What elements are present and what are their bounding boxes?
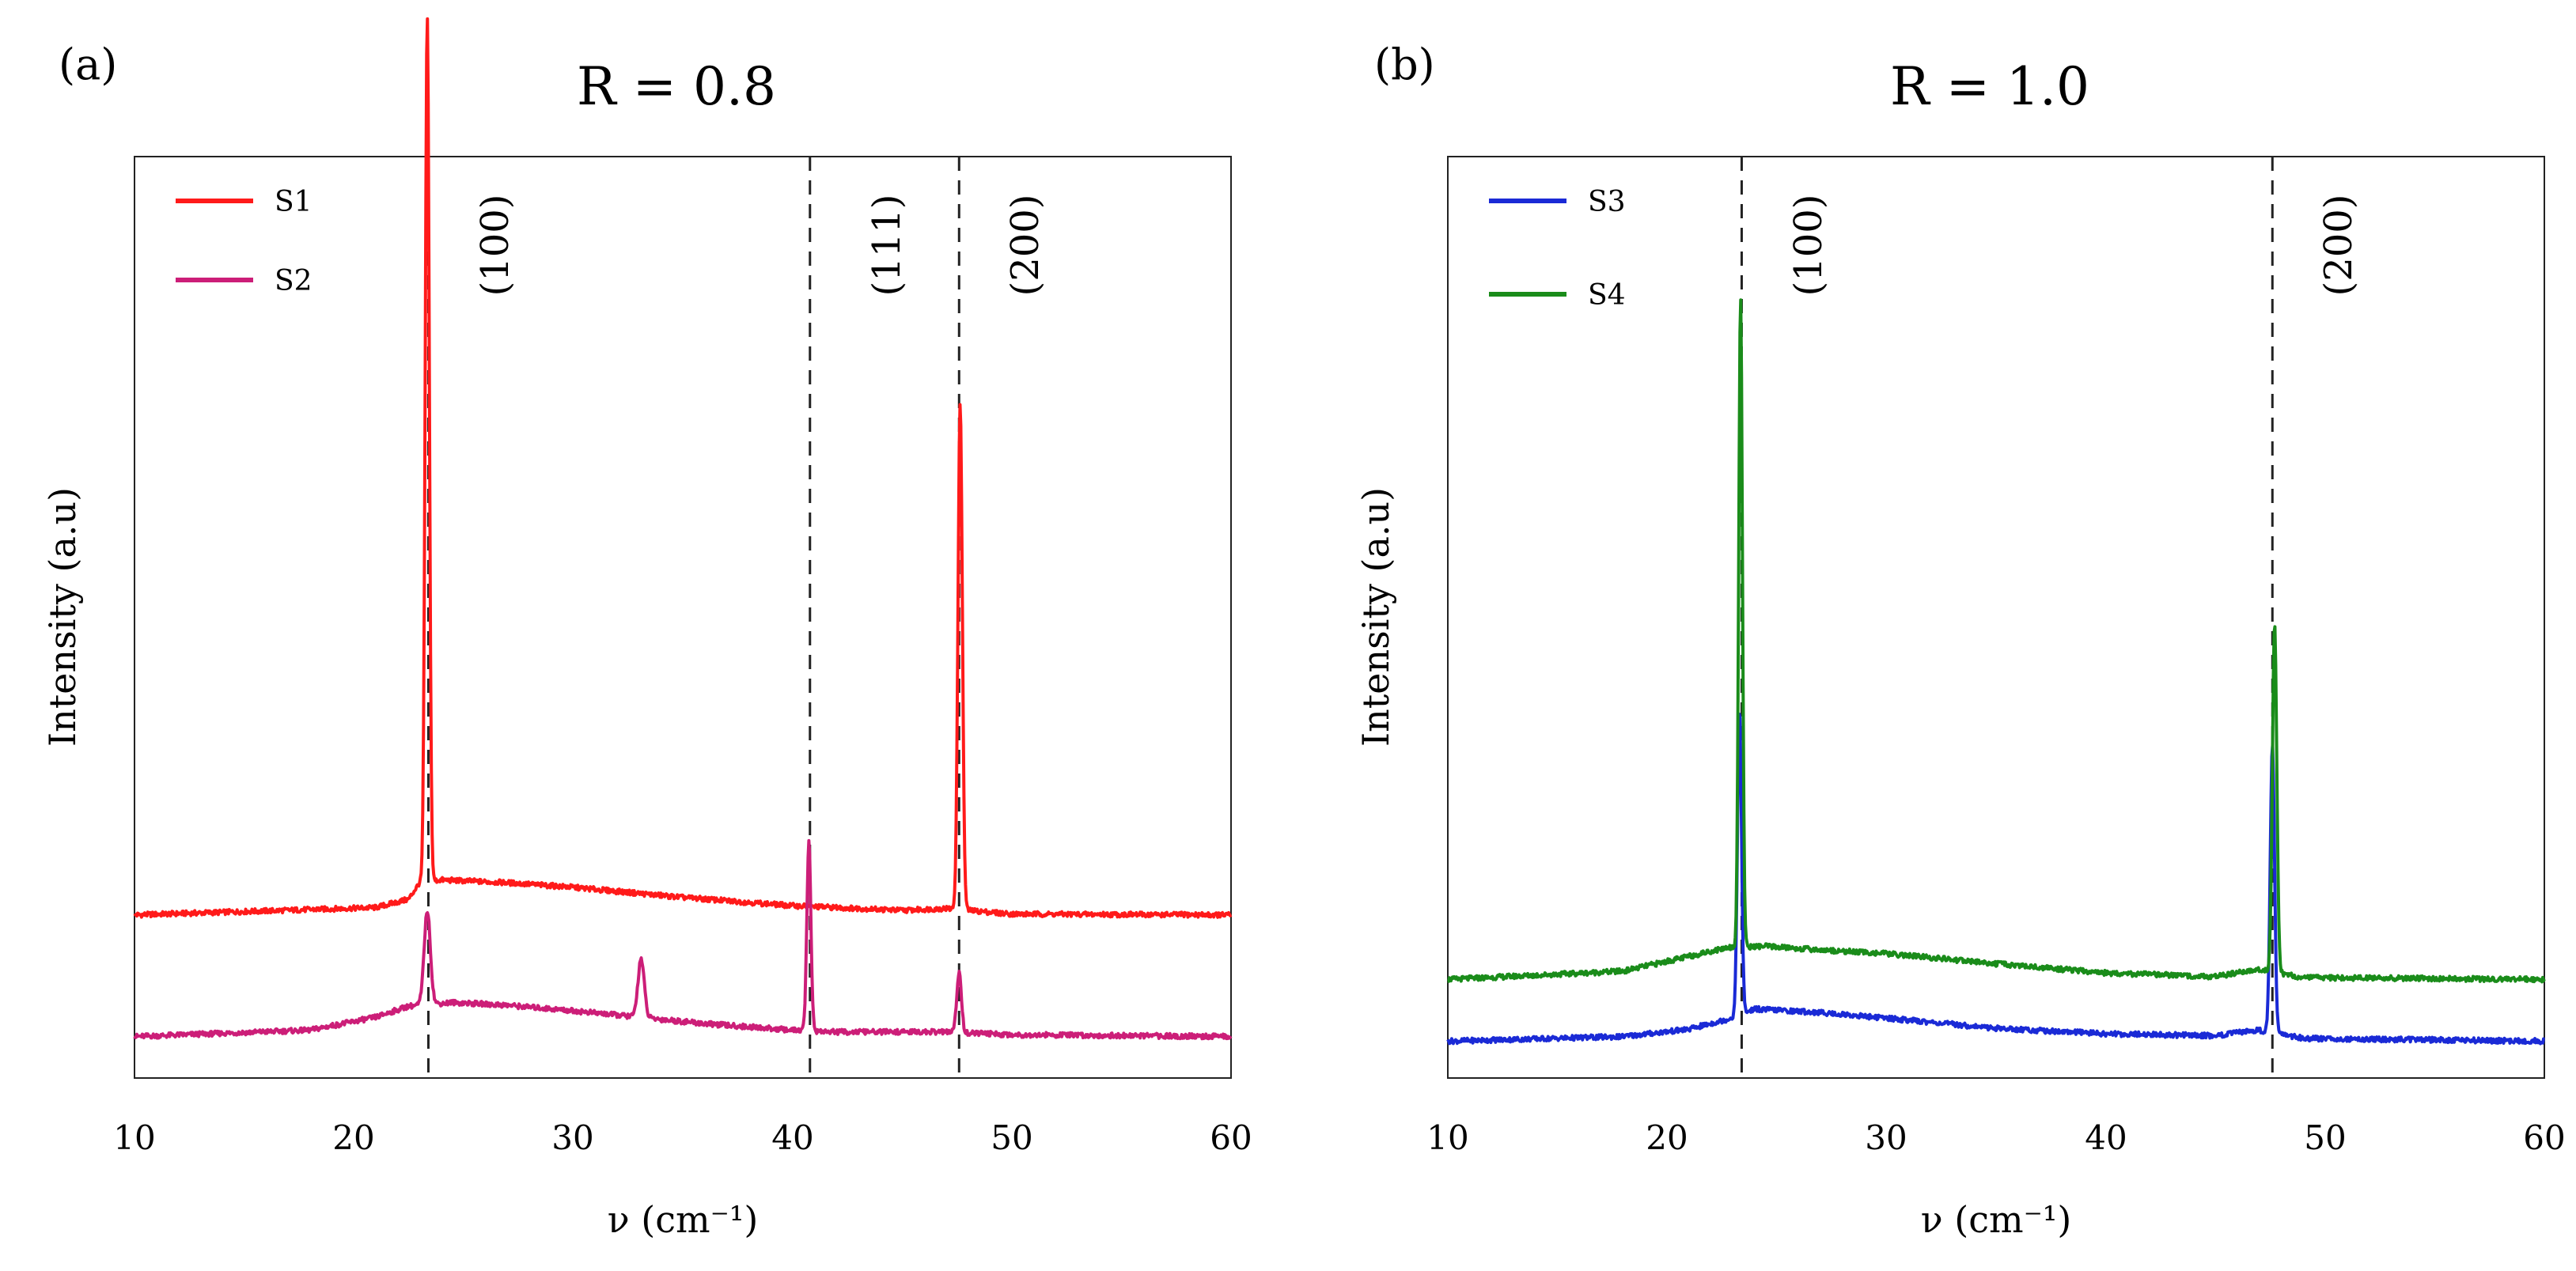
panel-b-plot-frame (1447, 156, 2545, 1079)
panel-a-peak-label-100: (100) (473, 194, 517, 296)
x-tick-label: 20 (1646, 1118, 1688, 1157)
panel-a-peak-label-200: (200) (1003, 194, 1047, 296)
legend-label-s1: S1 (275, 186, 313, 218)
panel-b-y-axis-label: Intensity (a.u) (1354, 487, 1397, 747)
x-tick-label: 60 (1210, 1118, 1252, 1157)
panel-b-label: (b) (1374, 40, 1435, 89)
panel-a-peak-label-111: (111) (865, 194, 909, 296)
panel-a: (a) R = 0.8 (100) (111) (200) S1 S2 10 2… (41, 17, 1252, 1241)
panel-a-title: R = 0.8 (577, 56, 776, 117)
x-tick-label: 60 (2523, 1118, 2565, 1157)
panel-b-peak-label-200: (200) (2317, 194, 2361, 296)
legend-label-s3: S3 (1588, 186, 1626, 218)
panel-b-title: R = 1.0 (1890, 56, 2089, 117)
panel-a-x-tick-labels: 10 20 30 40 50 60 (113, 1118, 1252, 1157)
panel-b: (b) R = 1.0 (100) (200) S3 S4 10 20 30 4… (1354, 40, 2566, 1241)
panel-b-x-axis-label: ν (cm⁻¹) (1921, 1198, 2072, 1241)
panel-a-label: (a) (59, 40, 117, 89)
series-line-s4 (1446, 298, 2546, 984)
panel-b-legend: S3 S4 (1489, 186, 1626, 312)
series-line-s1 (133, 17, 1233, 919)
x-tick-label: 10 (1426, 1118, 1468, 1157)
x-tick-label: 50 (2304, 1118, 2346, 1157)
panel-a-plot-frame (134, 156, 1232, 1079)
x-tick-label: 10 (113, 1118, 155, 1157)
panel-a-x-axis-label: ν (cm⁻¹) (608, 1198, 759, 1241)
x-tick-label: 50 (991, 1118, 1032, 1157)
panel-a-y-axis-label: Intensity (a.u) (41, 487, 84, 747)
x-tick-label: 30 (551, 1118, 593, 1157)
x-tick-label: 20 (332, 1118, 374, 1157)
x-tick-label: 40 (2085, 1118, 2127, 1157)
series-line-s3 (1446, 712, 2546, 1046)
panel-a-series (133, 17, 1233, 1041)
panel-b-x-tick-labels: 10 20 30 40 50 60 (1426, 1118, 2565, 1157)
x-tick-label: 40 (771, 1118, 813, 1157)
legend-label-s2: S2 (275, 265, 313, 297)
series-line-s2 (133, 838, 1233, 1041)
legend-label-s4: S4 (1588, 279, 1626, 312)
panel-a-legend: S1 S2 (176, 186, 313, 297)
panel-b-series (1446, 298, 2546, 1046)
x-tick-label: 30 (1865, 1118, 1907, 1157)
panel-b-peak-label-100: (100) (1786, 194, 1831, 296)
